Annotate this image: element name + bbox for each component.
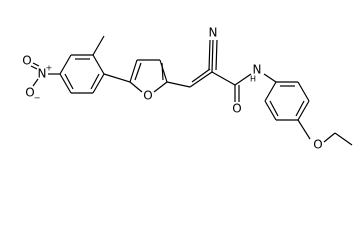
atom-label: O <box>313 138 322 152</box>
atom-label: − <box>34 94 41 103</box>
atom-label: O <box>143 89 152 103</box>
bonds <box>30 35 353 146</box>
atom-label: O <box>22 54 31 68</box>
atom-label: N <box>253 63 262 77</box>
atom-label: H <box>250 75 256 84</box>
atom-label: N <box>209 26 218 40</box>
atom-label: + <box>46 64 53 73</box>
atom-label: N <box>38 67 47 81</box>
atom-label: O <box>25 86 34 100</box>
atom-label: O <box>232 102 241 116</box>
